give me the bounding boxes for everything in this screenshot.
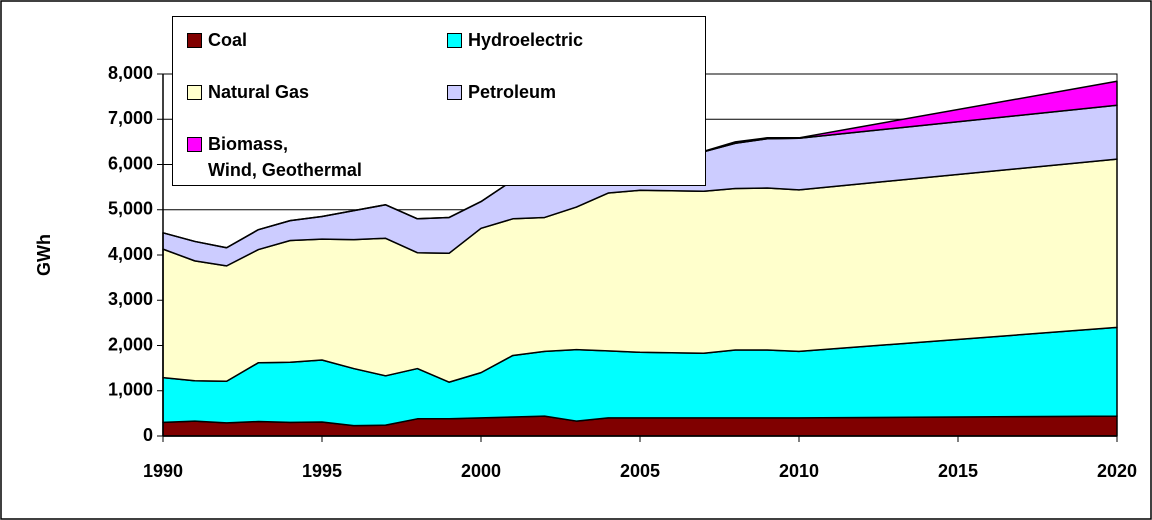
legend-label: Natural Gas [208,82,310,102]
x-tick-label: 1995 [302,461,342,481]
legend-item: Biomass, Wind, Geothermal [187,131,362,183]
legend-swatch [187,85,202,100]
y-tick-label: 0 [143,425,153,445]
legend-swatch [187,33,202,48]
legend-item: Natural Gas [187,79,309,105]
legend-item: Petroleum [447,79,556,105]
y-tick-label: 2,000 [108,334,153,354]
legend-label: Petroleum [468,82,557,102]
y-axis-label: GWh [34,234,54,276]
y-tick-label: 1,000 [108,380,153,400]
legend-item: Hydroelectric [447,27,583,53]
x-tick-label: 2020 [1097,461,1137,481]
legend-swatch [447,85,462,100]
x-tick-label: 2015 [938,461,978,481]
x-tick-label: 1990 [143,461,183,481]
legend-label: Coal [208,30,248,50]
y-tick-label: 3,000 [108,289,153,309]
legend-swatch [187,137,202,152]
y-tick-label: 8,000 [108,63,153,83]
legend-item: Coal [187,27,247,53]
y-tick-label: 5,000 [108,199,153,219]
x-tick-label: 2000 [461,461,501,481]
legend-swatch [447,33,462,48]
x-tick-label: 2005 [620,461,660,481]
legend: Coal Hydroelectric Natural Gas Petroleum Bio… [172,16,706,186]
legend-label: Biomass, Wind, Geothermal [208,134,362,180]
legend-label: Hydroelectric [468,30,584,50]
area [162,80,1118,249]
x-tick-label: 2010 [779,461,819,481]
y-tick-label: 7,000 [108,108,153,128]
y-tick-label: 6,000 [108,153,153,173]
y-tick-label: 4,000 [108,244,153,264]
